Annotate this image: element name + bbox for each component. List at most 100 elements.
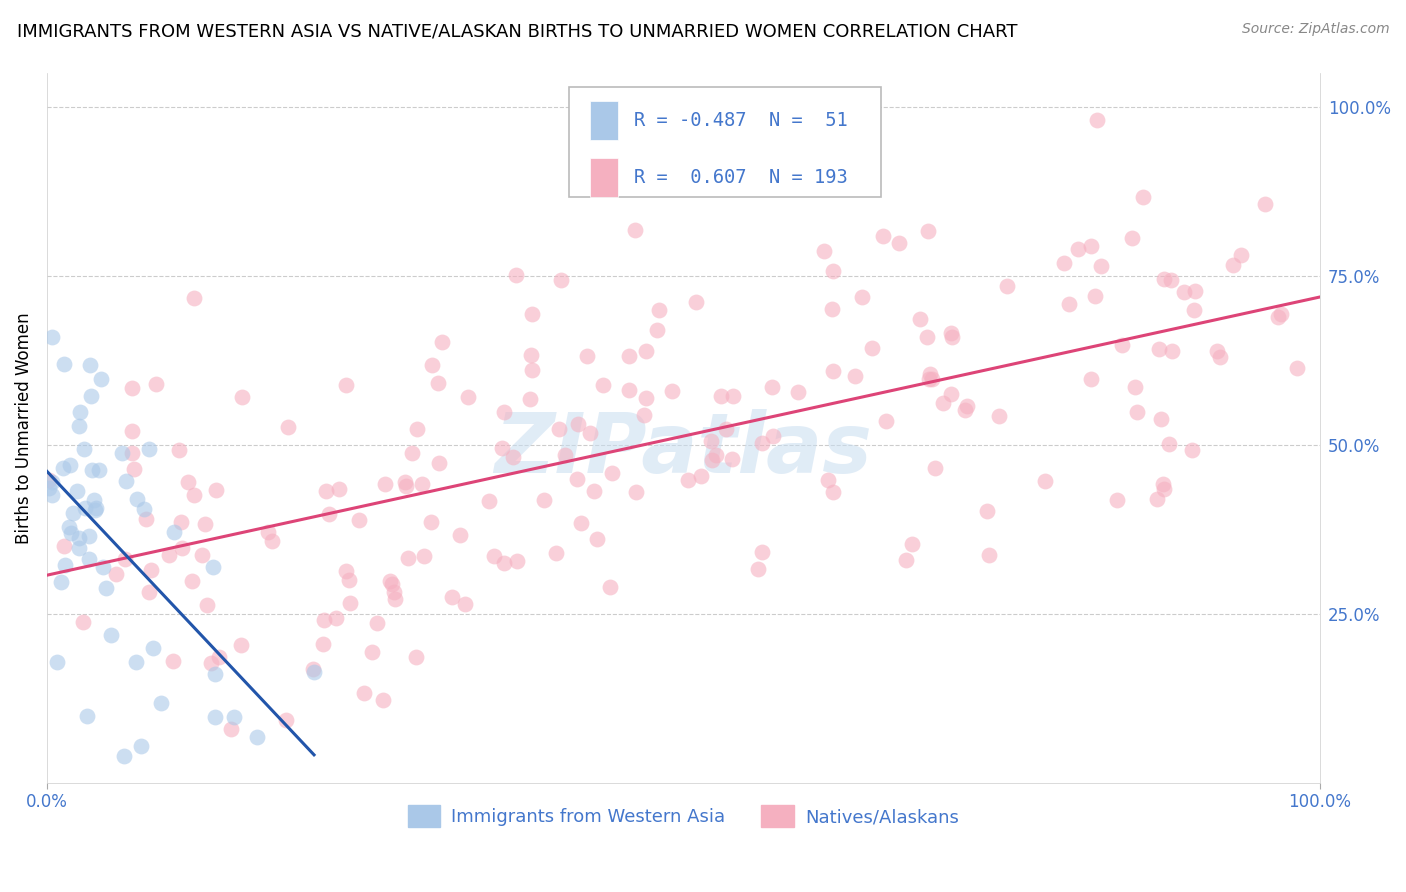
Point	[41, 329, 63, 343]
Point	[1146, 492, 1168, 507]
Point	[205, 483, 228, 497]
Point	[132, 501, 155, 516]
Point	[67, 541, 90, 556]
Point	[634, 391, 657, 405]
Point	[122, 462, 145, 476]
Point	[315, 483, 337, 498]
Point	[941, 330, 963, 344]
Point	[177, 475, 200, 489]
Point	[1085, 113, 1108, 128]
Point	[138, 585, 160, 599]
Point	[700, 434, 723, 448]
Point	[145, 377, 167, 392]
Point	[761, 380, 783, 394]
Point	[939, 387, 962, 401]
Point	[125, 655, 148, 669]
Point	[918, 367, 941, 381]
Point	[427, 376, 450, 390]
Point	[915, 330, 938, 344]
Point	[1150, 411, 1173, 425]
Point	[231, 390, 253, 404]
Point	[1267, 310, 1289, 325]
Point	[221, 722, 243, 736]
Point	[257, 524, 280, 539]
Point	[751, 435, 773, 450]
Point	[721, 389, 744, 403]
Point	[181, 574, 204, 588]
Point	[977, 548, 1000, 562]
Text: IMMIGRANTS FROM WESTERN ASIA VS NATIVE/ALASKAN BIRTHS TO UNMARRIED WOMEN CORRELA: IMMIGRANTS FROM WESTERN ASIA VS NATIVE/A…	[17, 22, 1018, 40]
Point	[69, 405, 91, 419]
Point	[53, 539, 76, 553]
Point	[349, 512, 371, 526]
Point	[440, 590, 463, 604]
Point	[328, 482, 350, 496]
Point	[599, 581, 621, 595]
Point	[520, 363, 543, 377]
Point	[419, 516, 441, 530]
Point	[396, 550, 419, 565]
Point	[420, 358, 443, 372]
Point	[1222, 258, 1244, 272]
Point	[454, 597, 477, 611]
Y-axis label: Births to Unmarried Women: Births to Unmarried Women	[15, 312, 32, 544]
Point	[953, 402, 976, 417]
Point	[201, 559, 224, 574]
Point	[66, 483, 89, 498]
Point	[77, 552, 100, 566]
Bar	[591, 102, 619, 140]
Point	[932, 395, 955, 409]
Point	[77, 529, 100, 543]
Point	[1161, 343, 1184, 358]
Point	[138, 442, 160, 456]
Point	[371, 692, 394, 706]
Point	[208, 650, 231, 665]
Point	[131, 739, 153, 753]
Point	[112, 749, 135, 764]
Point	[169, 443, 191, 458]
Point	[69, 419, 91, 434]
Point	[84, 500, 107, 515]
Point	[90, 372, 112, 386]
Point	[157, 548, 180, 562]
Point	[918, 372, 941, 386]
Point	[67, 531, 90, 545]
Text: R =  0.607  N = 193: R = 0.607 N = 193	[634, 169, 848, 187]
Point	[522, 307, 544, 321]
Point	[142, 640, 165, 655]
Point	[413, 549, 436, 563]
Point	[339, 595, 361, 609]
Point	[115, 474, 138, 488]
Point	[141, 563, 163, 577]
Point	[617, 383, 640, 397]
Point	[195, 599, 218, 613]
Point	[1230, 248, 1253, 262]
Point	[544, 546, 567, 560]
Point	[901, 537, 924, 551]
Bar	[591, 158, 619, 197]
Point	[887, 235, 910, 250]
Point	[1132, 190, 1154, 204]
Point	[1153, 272, 1175, 286]
Point	[1180, 443, 1202, 458]
Point	[823, 263, 845, 277]
Point	[1173, 285, 1195, 300]
Point	[96, 581, 118, 595]
Point	[1067, 242, 1090, 256]
Legend: Immigrants from Western Asia, Natives/Alaskans: Immigrants from Western Asia, Natives/Al…	[401, 798, 966, 834]
Point	[100, 628, 122, 642]
Point	[41, 475, 63, 489]
Point	[976, 503, 998, 517]
Point	[1090, 259, 1112, 273]
Point	[125, 491, 148, 506]
Point	[194, 517, 217, 532]
Point	[49, 574, 72, 589]
Point	[73, 442, 96, 457]
Point	[506, 554, 529, 568]
Point	[82, 463, 104, 477]
Point	[617, 350, 640, 364]
Point	[634, 344, 657, 359]
Point	[939, 326, 962, 341]
Point	[565, 472, 588, 486]
Point	[183, 291, 205, 305]
